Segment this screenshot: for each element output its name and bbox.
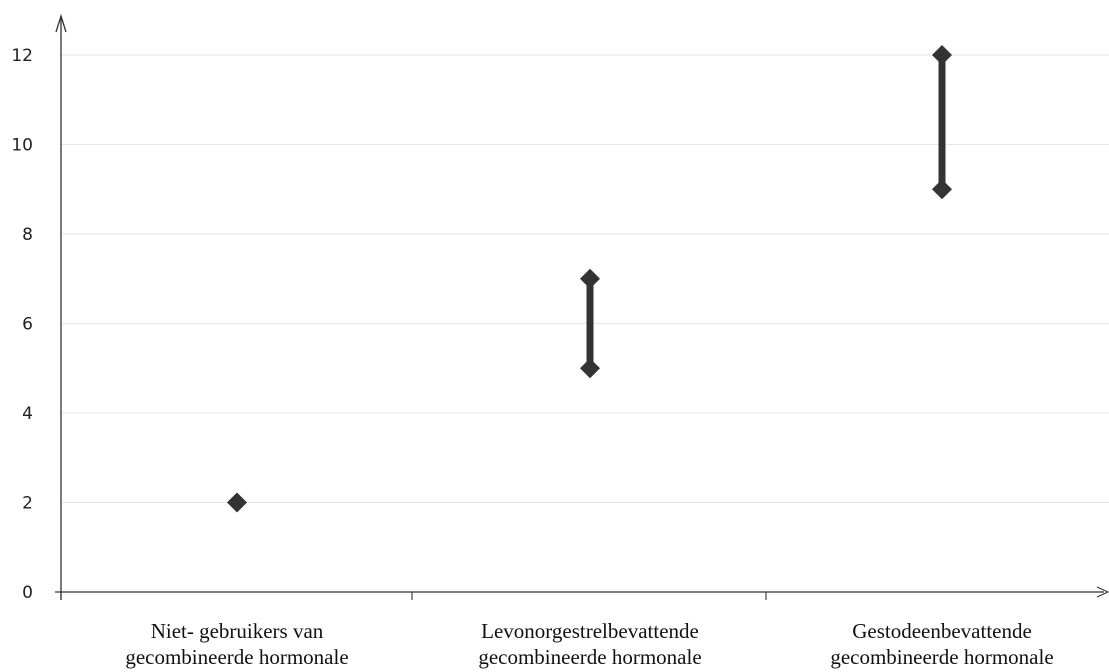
x-category-label: gecombineerde hormonale xyxy=(830,645,1053,669)
data-marks xyxy=(227,45,952,513)
x-category-label: Niet- gebruikers van xyxy=(151,619,324,643)
range-low-point xyxy=(580,358,600,379)
y-tick-label: 8 xyxy=(22,225,33,245)
y-tick-label: 10 xyxy=(11,136,33,156)
x-category-label: gecombineerde hormonale xyxy=(478,645,701,669)
y-tick-label: 2 xyxy=(22,494,33,514)
y-tick-label: 0 xyxy=(22,583,33,603)
y-tick-label: 6 xyxy=(22,315,33,335)
x-category-label: Gestodeenbevattende xyxy=(852,619,1032,643)
y-axis-arrow-icon xyxy=(55,13,67,33)
x-category-label: gecombineerde hormonale xyxy=(125,645,348,669)
range-point xyxy=(227,492,247,513)
axes xyxy=(55,13,1109,600)
y-tick-label: 12 xyxy=(11,46,33,66)
gridlines xyxy=(61,54,1109,503)
range-high-point xyxy=(932,45,952,65)
y-tick-label: 4 xyxy=(22,404,33,424)
x-axis-arrow-icon xyxy=(1096,586,1109,598)
range-low-point xyxy=(932,179,952,200)
range-high-point xyxy=(580,268,600,289)
y-tick-labels: 0 2 4 6 8 10 12 xyxy=(11,46,33,603)
x-category-label: Levonorgestrelbevattende xyxy=(481,619,699,643)
